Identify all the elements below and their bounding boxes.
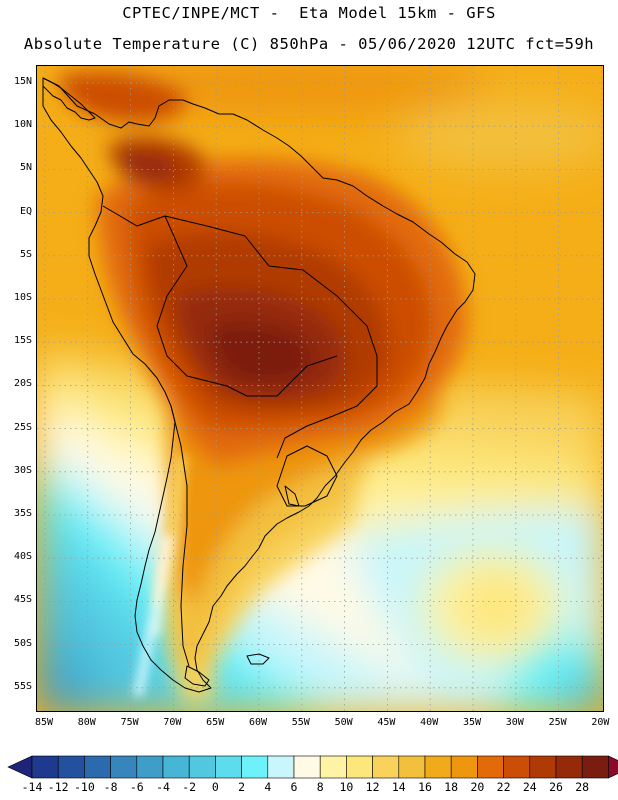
legend-tick-label: 16 — [418, 780, 432, 794]
legend-tick-label: 12 — [365, 780, 380, 794]
legend-tick-label: -4 — [156, 780, 170, 794]
longitude-tick-label: 60W — [248, 717, 268, 728]
latitude-tick-label: 10S — [13, 292, 32, 303]
longitude-tick-label: 75W — [120, 717, 139, 728]
legend-color-swatch — [555, 755, 583, 779]
legend-tick-label: 18 — [444, 780, 459, 794]
brazil-inner-border — [164, 215, 378, 459]
legend-tick-label: -2 — [182, 780, 197, 794]
latitude-tick-label: 45S — [13, 594, 32, 606]
south-america-coastline — [42, 77, 476, 693]
legend-color-swatch — [110, 755, 138, 779]
latitude-tick-label: 25S — [13, 421, 32, 433]
longitude-tick-label: 85W — [34, 717, 54, 728]
latitude-tick-label: 50S — [13, 637, 32, 649]
latitude-tick-label: 15S — [13, 335, 32, 347]
legend-color-swatch — [188, 755, 216, 779]
legend-color-swatch — [215, 755, 242, 779]
legend-tick-label: -6 — [129, 780, 144, 794]
longitude-tick-label: 30W — [505, 717, 524, 728]
legend-tick-label: 10 — [339, 780, 354, 794]
longitude-tick-label: 80W — [77, 717, 96, 728]
legend-tick-label: 22 — [496, 780, 511, 794]
legend-color-swatch — [293, 755, 321, 779]
legend-color-swatch — [136, 755, 164, 779]
map-title: CPTEC/INPE/MCT - Eta Model 15km - GFS — [122, 4, 496, 22]
longitude-tick-label: 45W — [377, 717, 396, 728]
latitude-tick-label: 35S — [13, 508, 32, 519]
latitude-tick-label: 40S — [13, 551, 32, 563]
legend-color-swatch — [84, 755, 111, 779]
legend-color-swatch — [450, 755, 478, 779]
legend-color-swatch — [529, 755, 557, 779]
legend-tick-label: -10 — [74, 780, 95, 794]
longitude-tick-label: 40W — [420, 717, 439, 728]
legend-color-swatch — [398, 755, 426, 779]
legend-tick-label: 24 — [522, 780, 537, 794]
latitude-tick-label: 20S — [13, 378, 32, 390]
legend-tick-label: 6 — [290, 780, 298, 794]
longitude-tick-label: 35W — [462, 717, 482, 728]
legend-tick-label: 14 — [391, 780, 406, 794]
falkland-islands — [246, 653, 270, 665]
legend-tick-label: 20 — [470, 780, 485, 794]
central-america-coastline — [42, 77, 96, 121]
longitude-tick-label: 20W — [591, 717, 610, 728]
legend-tick-label: 26 — [549, 780, 563, 794]
longitude-tick-label: 50W — [334, 717, 353, 728]
legend-tick-label: 8 — [316, 780, 324, 794]
legend-color-swatch — [31, 755, 59, 779]
legend-tick-label: 28 — [575, 780, 590, 794]
legend-tick-label: 4 — [264, 780, 272, 794]
legend-left-arrow — [7, 755, 33, 779]
chile-argentina-border — [170, 405, 190, 667]
uruguay-border — [276, 445, 338, 507]
latitude-tick-label: 55S — [13, 680, 32, 692]
coastlines-and-borders — [42, 77, 476, 693]
legend-color-swatch — [267, 755, 295, 779]
latitude-tick-label: 5N — [19, 162, 32, 174]
legend-color-swatch — [346, 755, 373, 779]
color-legend-bar — [7, 755, 618, 779]
legend-color-swatch — [372, 755, 400, 779]
map-area[interactable] — [36, 65, 604, 712]
north-atlantic-warm-bands — [87, 66, 603, 171]
legend-right-arrow — [608, 755, 618, 779]
lagoa-dos-patos — [284, 485, 300, 507]
map-subtitle: Absolute Temperature (C) 850hPa - 05/06/… — [23, 35, 595, 53]
temperature-field — [37, 66, 603, 711]
tierra-del-fuego — [184, 665, 210, 687]
legend-color-swatch — [581, 755, 609, 779]
lat-lon-grid — [37, 66, 603, 711]
latitude-tick-label: 15N — [13, 76, 32, 87]
latitude-tick-label: 30S — [13, 464, 32, 476]
legend-tick-label: -14 — [21, 780, 43, 794]
legend-color-swatch — [319, 755, 347, 779]
legend-color-swatch — [57, 755, 85, 779]
legend-color-swatch — [477, 755, 504, 779]
longitude-tick-label: 55W — [291, 717, 310, 728]
longitude-tick-label: 25W — [548, 717, 567, 728]
legend-color-swatch — [424, 755, 452, 779]
legend-tick-label: -12 — [47, 780, 69, 794]
legend-tick-label: 2 — [238, 780, 246, 794]
latitude-tick-label: 5S — [19, 248, 32, 260]
legend-tick-label: 0 — [211, 780, 219, 794]
legend-tick-label: -8 — [103, 780, 118, 794]
latitude-tick-label: 10N — [13, 119, 32, 131]
legend-color-swatch — [162, 755, 190, 779]
longitude-tick-label: 65W — [206, 717, 225, 728]
south-atlantic-warm-tongue — [422, 551, 562, 661]
longitude-tick-label: 70W — [163, 717, 182, 728]
legend-color-swatch — [241, 755, 269, 779]
latitude-tick-label: EQ — [19, 205, 32, 217]
legend-color-swatch — [503, 755, 531, 779]
andean-borders — [102, 205, 338, 397]
